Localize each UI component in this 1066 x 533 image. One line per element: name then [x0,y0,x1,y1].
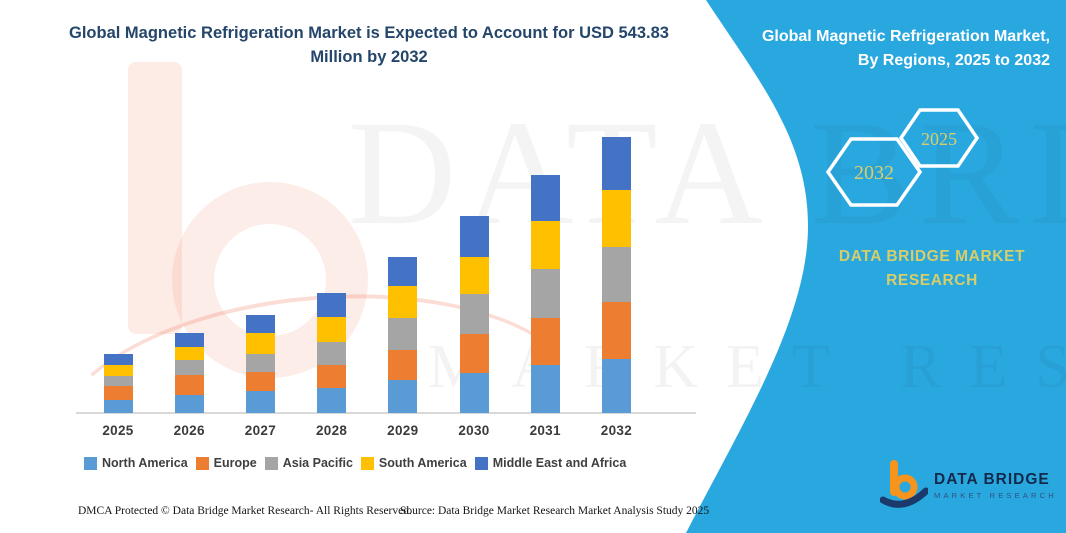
year-hexagons: 2032 2025 [825,108,980,207]
segment-2026-north-america [174,394,204,413]
segment-2028-asia-pacific [317,342,347,365]
legend-swatch [474,456,488,470]
bar-2028 [317,293,347,413]
segment-2027-europe [245,372,275,391]
data-bridge-logo-icon [880,460,928,508]
segment-2028-middle-east-and-africa [317,293,347,317]
segment-2031-asia-pacific [530,268,560,318]
bar-2032 [601,137,631,413]
legend-swatch [360,456,374,470]
brand-text-line2: RESEARCH [886,272,978,290]
segment-2027-north-america [245,390,275,413]
legend-swatch [84,456,97,470]
segment-2026-south-america [174,346,204,360]
bar-2026 [174,333,204,413]
segment-2025-europe [103,385,133,400]
x-label-2032: 2032 [600,423,632,438]
legend-item-middle-east-and-africa: Middle East and Africa [474,456,627,470]
panel-title: Global Magnetic Refrigeration Market, By… [720,25,1050,73]
segment-2025-middle-east-and-africa [103,353,133,365]
bar-2029 [388,257,418,413]
legend-label: Asia Pacific [282,456,353,470]
segment-2029-europe [388,350,418,381]
x-label-2027: 2027 [244,423,276,438]
segment-2026-asia-pacific [174,359,204,375]
logo-name: DATA BRIDGE [934,470,1050,488]
segment-2029-north-america [388,380,418,413]
bar-2027 [245,314,275,413]
segment-2032-europe [601,301,631,359]
dmca-notice: DMCA Protected © Data Bridge Market Rese… [78,505,412,517]
segment-2028-south-america [317,316,347,343]
segment-2027-south-america [245,332,275,354]
legend-item-europe: Europe [195,456,257,470]
bar-2025 [103,353,133,413]
brand-text-line1: DATA BRIDGE MARKET [838,248,1026,265]
segment-2027-asia-pacific [245,353,275,373]
segment-2029-asia-pacific [388,317,418,351]
x-label-2030: 2030 [458,423,490,438]
hexagon-2032-label: 2032 [854,162,894,184]
source-note: Source: Data Bridge Market Research Mark… [400,505,710,517]
segment-2030-europe [459,334,489,373]
legend-label: Europe [213,456,257,470]
legend-item-south-america: South America [360,456,467,470]
segment-2025-asia-pacific [103,375,133,386]
segment-2026-europe [174,374,204,395]
panel-title-line2: By Regions, 2025 to 2032 [857,52,1050,69]
segment-2032-asia-pacific [601,247,631,302]
blue-panel-shape [686,0,1066,533]
legend-label: Middle East and Africa [492,456,627,470]
x-label-2025: 2025 [102,423,134,438]
data-bridge-logo: DATA BRIDGE MARKET RESEARCH [880,460,1057,510]
panel-title-line1: Global Magnetic Refrigeration Market, [761,28,1050,45]
hexagon-2025 [898,108,980,168]
segment-2031-north-america [530,365,560,413]
brand-text: DATA BRIDGE MARKET RESEARCH [822,245,1042,293]
segment-2031-middle-east-and-africa [530,175,560,221]
legend-label: South America [378,456,467,470]
legend-item-north-america: North America [84,456,188,470]
hexagon-2032 [825,137,923,207]
chart-legend: North America Europe Asia Pacific South Ame… [84,456,626,470]
segment-2028-north-america [317,388,347,413]
segment-2029-middle-east-and-africa [388,257,418,287]
segment-2030-north-america [459,372,489,413]
segment-2025-south-america [103,364,133,376]
x-axis-line [76,412,696,414]
x-label-2029: 2029 [387,423,419,438]
segment-2030-south-america [459,256,489,294]
legend-item-asia-pacific: Asia Pacific [264,456,353,470]
segment-2029-south-america [388,286,418,318]
x-label-2026: 2026 [173,423,205,438]
hexagon-2025-label: 2025 [921,129,957,149]
legend-swatch [195,456,209,470]
legend-swatch [264,456,278,470]
segment-2025-north-america [103,399,133,413]
segment-2028-europe [317,364,347,389]
segment-2031-south-america [530,220,560,269]
segment-2031-europe [530,317,560,366]
segment-2032-north-america [601,358,631,413]
segment-2030-asia-pacific [459,293,489,335]
logo-text: DATA BRIDGE MARKET RESEARCH [934,471,1057,500]
segment-2027-middle-east-and-africa [245,314,275,333]
segment-2032-south-america [601,190,631,248]
bar-2031 [530,175,560,413]
chart-headline: Global Magnetic Refrigeration Market is … [69,24,669,66]
legend-label: North America [102,456,188,470]
segment-2026-middle-east-and-africa [174,333,204,347]
logo-subtitle: MARKET RESEARCH [934,490,1057,500]
x-label-2031: 2031 [529,423,561,438]
segment-2032-middle-east-and-africa [601,137,631,191]
x-label-2028: 2028 [315,423,348,438]
segment-2030-middle-east-and-africa [459,215,489,257]
bar-2030 [459,215,489,413]
